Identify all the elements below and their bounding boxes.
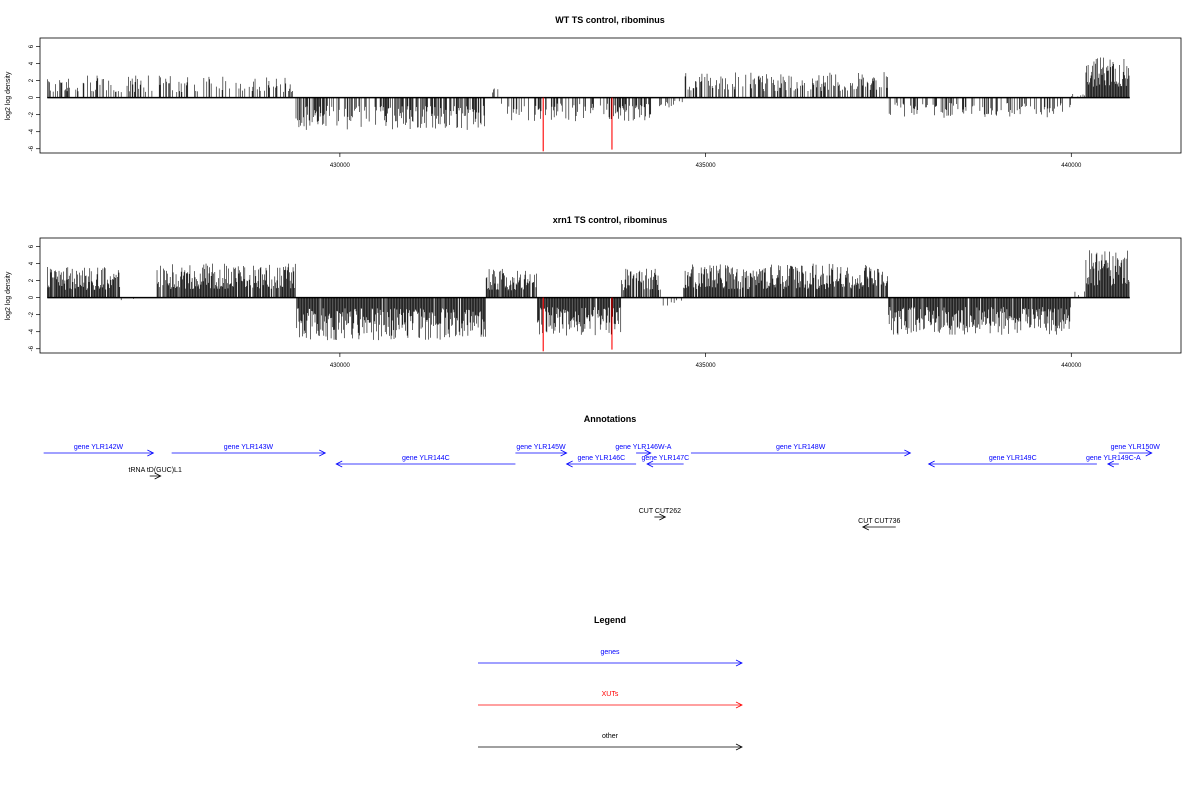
annotation-arrow: [1106, 460, 1119, 468]
panel-xrn1-x-axis: 430000 435000 440000: [330, 353, 1082, 369]
annotation-label: gene YLR148W: [776, 444, 826, 451]
annotation-arrow: [636, 449, 652, 457]
annotation-arrow: [646, 460, 684, 468]
annotation-arrow: [335, 460, 516, 468]
panel-xrn1: xrn1 TS control, ribominus 6 4 2 0 -2 -4 -6 43…: [5, 215, 1182, 369]
annotation-arrow: [43, 449, 155, 457]
y-tick-label: 4: [29, 261, 35, 265]
x-tick-label: 430000: [330, 163, 351, 169]
annotation-arrow: [861, 523, 896, 531]
annotation-label: gene YLR149C-A: [1086, 455, 1141, 462]
x-tick-label: 430000: [330, 363, 351, 369]
legend-xuts-arrow: [478, 701, 743, 709]
y-tick-label: -4: [29, 128, 35, 134]
legend-items: genes XUTs other: [478, 649, 743, 751]
y-tick-label: 4: [29, 61, 35, 65]
panel-wt-title: WT TS control, ribominus: [555, 15, 665, 25]
annotation-features: gene YLR142W gene YLR143W gene YLR144C gene…: [43, 444, 1161, 531]
y-tick-label: -2: [29, 111, 35, 117]
annotation-label: gene YLR146C: [577, 455, 625, 462]
annotation-arrow: [927, 460, 1097, 468]
annotation-arrow: [565, 460, 637, 468]
y-tick-label: -2: [29, 311, 35, 317]
annotation-arrow: [515, 449, 568, 457]
annotation-label: gene YLR143W: [224, 444, 274, 451]
x-tick-label: 435000: [696, 163, 717, 169]
annotation-label: gene YLR142W: [74, 444, 124, 451]
legend-panel: Legend genes XUTs other: [478, 615, 743, 751]
x-tick-label: 435000: [696, 363, 717, 369]
annotation-label: CUT CUT736: [858, 518, 900, 525]
annotation-label: gene YLR145W: [516, 444, 566, 451]
panel-wt-ylabel: log2 log density: [5, 71, 12, 120]
annotation-label: gene YLR150W: [1111, 444, 1161, 451]
legend-xuts-label: XUTs: [602, 691, 619, 698]
annotation-label: tRNA tD(GUC)L1: [129, 467, 182, 474]
panel-wt-frame: [39, 37, 1182, 154]
legend-other-arrow: [478, 743, 743, 751]
panel-wt-y-axis: 6 4 2 0 -2 -4 -6: [29, 44, 40, 151]
annotation-label: gene YLR146W-A: [615, 444, 671, 451]
annotations-panel: Annotations gene YLR142W gene YLR143Wgene…: [43, 414, 1161, 531]
legend-genes-arrow: [478, 659, 743, 667]
annotation-arrow: [149, 472, 162, 480]
annotation-label: gene YLR149C: [989, 455, 1037, 462]
annotation-label: CUT CUT262: [639, 508, 681, 515]
y-tick-label: -4: [29, 328, 35, 334]
y-tick-label: 2: [29, 78, 35, 82]
panel-xrn1-ylabel: log2 log density: [5, 271, 12, 320]
legend-title: Legend: [594, 615, 626, 625]
panel-xrn1-y-axis: 6 4 2 0 -2 -4 -6: [29, 244, 40, 351]
y-tick-label: -6: [29, 145, 35, 151]
y-tick-label: 0: [29, 295, 35, 299]
panel-wt-bars: [47, 57, 1130, 152]
y-tick-label: 6: [29, 244, 35, 248]
panel-wt-x-axis: 430000 435000 440000: [330, 153, 1082, 169]
annotation-label: gene YLR144C: [402, 455, 450, 462]
y-tick-label: -6: [29, 345, 35, 351]
annotations-title: Annotations: [584, 414, 637, 424]
x-tick-label: 440000: [1061, 363, 1082, 369]
x-tick-label: 440000: [1061, 163, 1082, 169]
panel-wt: WT TS control, ribominus 6 4 2 0 -2 -4 -6 4300…: [5, 15, 1182, 169]
annotation-label: gene YLR147C: [641, 455, 689, 462]
legend-genes-label: genes: [600, 649, 620, 656]
annotation-arrow: [690, 449, 912, 457]
panel-xrn1-title: xrn1 TS control, ribominus: [553, 215, 668, 225]
y-tick-label: 2: [29, 278, 35, 282]
legend-other-label: other: [602, 733, 619, 740]
panel-xrn1-frame: [39, 237, 1182, 354]
y-tick-label: 0: [29, 95, 35, 99]
annotation-arrow: [171, 449, 327, 457]
panel-xrn1-bars: [47, 250, 1130, 352]
annotation-arrow: [1118, 449, 1153, 457]
annotation-arrow: [654, 513, 667, 521]
y-tick-label: 6: [29, 44, 35, 48]
